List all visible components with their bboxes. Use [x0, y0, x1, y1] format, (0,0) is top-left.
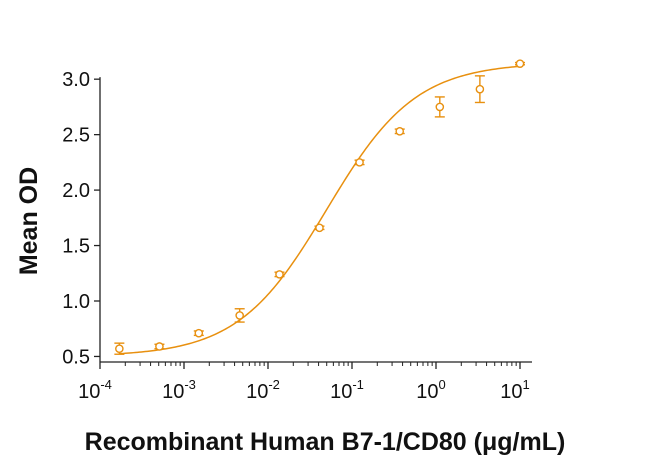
data-point [154, 342, 165, 351]
point-marker [475, 84, 485, 94]
y-tick-label: 0.5 [62, 346, 90, 368]
x-tick-label: 101 [500, 377, 529, 403]
point-marker [315, 223, 324, 233]
data-point [193, 328, 204, 338]
x-tick-exponent: -4 [100, 377, 112, 392]
labels-layer: Mean OD Recombinant Human B7-1/CD80 (μg/… [15, 167, 565, 456]
point-marker [115, 344, 124, 353]
x-tick-exponent: 0 [439, 377, 446, 392]
y-tick-label: 2.0 [62, 180, 90, 202]
x-tick-base: 10 [246, 381, 268, 403]
fit-layer [119, 65, 521, 355]
y-axis-title: Mean OD [15, 167, 43, 275]
x-tick-base: 10 [78, 381, 100, 403]
data-point [474, 75, 485, 104]
x-tick-exponent: -1 [352, 377, 364, 392]
x-tick-base: 10 [162, 381, 184, 403]
x-tick-exponent: -2 [268, 377, 280, 392]
point-marker [155, 342, 164, 351]
point-marker [235, 311, 244, 320]
x-tick-label: 10-4 [78, 377, 112, 403]
x-tick-label: 100 [416, 377, 445, 403]
data-point [314, 223, 325, 233]
data-point [274, 270, 285, 279]
x-tick-base: 10 [330, 381, 352, 403]
x-tick-label: 10-1 [330, 377, 364, 403]
point-marker [435, 102, 445, 112]
y-tick-label: 3.0 [62, 69, 90, 91]
data-point [114, 342, 125, 355]
axes-layer: 0.51.01.52.02.53.010-4 10-3 10-2 10-1 100 101 [62, 69, 532, 403]
points-layer [114, 59, 525, 355]
x-tick-exponent: -3 [184, 377, 196, 392]
y-tick-label: 2.5 [62, 125, 90, 147]
x-tick-label: 10-2 [246, 377, 280, 403]
point-marker [515, 59, 525, 68]
x-tick-label: 10-3 [162, 377, 196, 403]
y-tick-label: 1.5 [62, 236, 90, 258]
x-axis-title: Recombinant Human B7-1/CD80 (μg/mL) [85, 428, 566, 456]
fit-curve [119, 65, 521, 355]
x-tick-base: 10 [500, 381, 522, 403]
data-point [354, 158, 365, 167]
x-tick-base: 10 [416, 381, 438, 403]
point-marker [194, 328, 204, 338]
y-tick-label: 1.0 [62, 291, 90, 313]
data-point [434, 96, 445, 118]
point-marker [275, 270, 284, 279]
data-point [515, 59, 525, 68]
point-marker [355, 158, 364, 167]
data-point [394, 127, 405, 136]
x-tick-exponent: 1 [523, 377, 530, 392]
data-point [234, 308, 245, 323]
point-marker [395, 127, 405, 136]
